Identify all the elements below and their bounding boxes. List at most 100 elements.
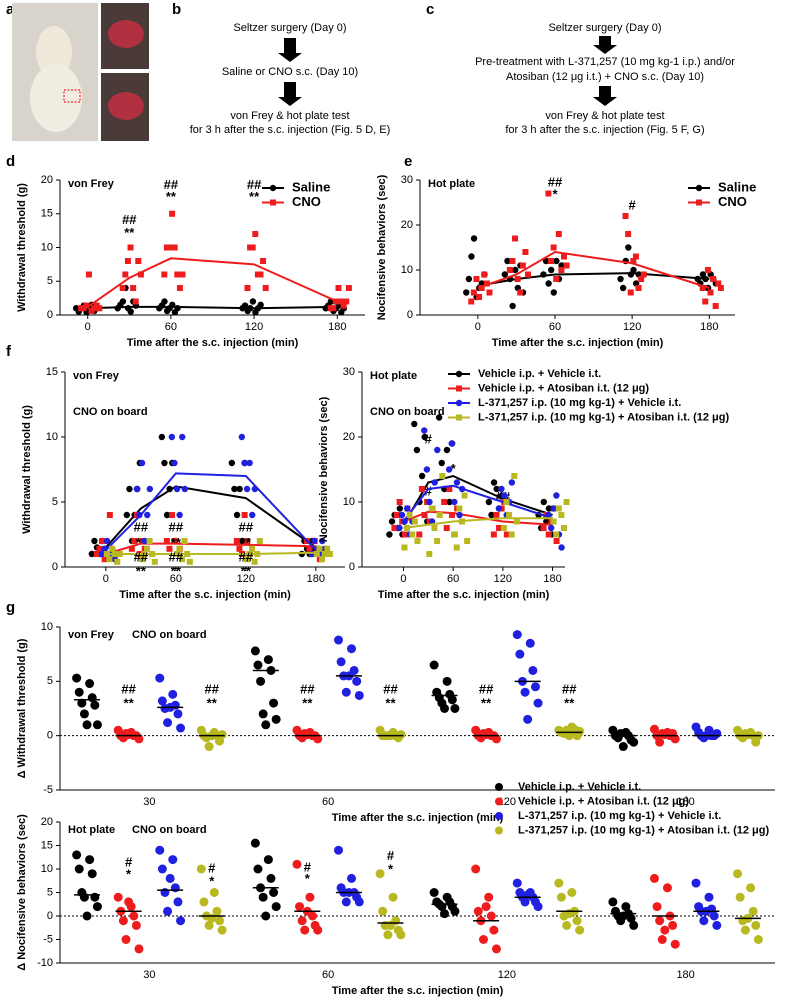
data-point — [662, 883, 672, 893]
data-point — [712, 728, 722, 738]
data-point — [176, 285, 183, 291]
mean-line — [105, 472, 317, 551]
y-tick-label: 0 — [47, 309, 53, 321]
significance-label: # — [387, 848, 395, 863]
data-point — [484, 892, 494, 902]
y-tick-label: 20 — [41, 174, 53, 186]
data-point — [161, 271, 168, 278]
data-point — [96, 545, 103, 552]
data-point — [710, 276, 717, 282]
data-point — [396, 499, 403, 505]
data-point — [302, 730, 312, 740]
data-point — [478, 285, 485, 291]
data-point — [428, 505, 435, 512]
data-point — [119, 285, 126, 291]
data-point — [554, 878, 564, 888]
legend-swatch — [696, 199, 702, 206]
data-point — [429, 660, 439, 670]
x-tick-label: 120 — [498, 969, 516, 981]
y-tick-label: 5 — [52, 496, 58, 508]
data-point — [519, 262, 526, 269]
data-point — [520, 687, 530, 697]
data-point — [338, 298, 345, 305]
data-point — [158, 433, 166, 441]
significance-label: * — [451, 461, 457, 476]
data-point — [217, 730, 227, 740]
chart-title: von Frey — [68, 178, 115, 190]
significance-label: ** — [481, 696, 492, 711]
data-point — [555, 505, 562, 512]
data-point — [481, 730, 491, 740]
data-point — [249, 298, 257, 305]
data-point — [481, 902, 491, 912]
data-point — [241, 459, 248, 467]
data-point — [617, 275, 624, 283]
data-point — [512, 630, 522, 640]
data-point — [421, 427, 428, 434]
data-point — [434, 538, 441, 544]
significance-label: ## — [247, 177, 262, 192]
y-tick-label: -10 — [37, 957, 53, 969]
data-point — [249, 545, 256, 552]
data-point — [295, 902, 305, 912]
significance-label: ## — [562, 681, 577, 696]
x-axis-label: Time after the s.c. injection (min) — [119, 589, 291, 601]
data-point — [250, 646, 260, 656]
data-point — [523, 714, 533, 724]
y-tick-label: 10 — [41, 241, 53, 253]
data-point — [657, 935, 667, 944]
data-point — [746, 883, 756, 893]
data-point — [545, 280, 552, 287]
data-point — [199, 897, 209, 907]
data-point — [473, 276, 480, 282]
x-tick-label: 30 — [143, 969, 155, 981]
data-point — [540, 525, 547, 531]
significance-label: ## — [204, 681, 219, 696]
data-point — [564, 731, 574, 741]
flow-step: Seltzer surgery (Day 0) — [548, 22, 661, 34]
data-point — [168, 689, 178, 699]
data-point — [512, 235, 519, 242]
chart-title: von Frey — [73, 370, 120, 382]
data-point — [503, 531, 510, 538]
data-point — [215, 916, 225, 926]
x-tick-label: 30 — [143, 796, 155, 808]
data-point — [456, 511, 463, 519]
x-axis-label: Time after the s.c. injection (min) — [332, 812, 504, 824]
data-point — [118, 916, 128, 926]
data-point — [256, 676, 266, 686]
data-point — [133, 485, 141, 493]
data-point — [141, 537, 148, 545]
data-point — [169, 210, 176, 217]
data-point — [160, 888, 170, 897]
data-point — [625, 244, 632, 251]
data-point — [375, 869, 385, 879]
data-point — [170, 883, 180, 893]
data-point — [548, 266, 555, 274]
data-point — [131, 920, 141, 930]
data-point — [157, 864, 167, 874]
flow-step: Pre-treatment with L-371,257 (10 mg kg-1… — [475, 56, 735, 68]
data-point — [124, 897, 134, 907]
significance-label: ** — [166, 189, 177, 204]
flow-step: Seltzer surgery (Day 0) — [233, 22, 346, 34]
data-point — [181, 485, 189, 493]
data-point — [179, 433, 186, 441]
data-point — [137, 271, 144, 278]
data-point — [431, 525, 438, 531]
data-point — [253, 660, 263, 670]
data-point — [93, 551, 100, 557]
legend-label: L-371,257 i.p. (10 mg kg-1) + Vehicle i.… — [518, 810, 721, 822]
data-point — [649, 873, 659, 883]
data-point — [85, 855, 95, 865]
data-point — [347, 644, 357, 654]
data-point — [498, 485, 505, 493]
data-point — [88, 550, 96, 558]
data-point — [616, 728, 626, 738]
data-point — [545, 505, 553, 512]
data-point — [396, 730, 406, 740]
data-point — [181, 538, 188, 544]
data-point — [520, 897, 530, 907]
legend-swatch — [495, 826, 503, 835]
data-point — [558, 267, 565, 273]
